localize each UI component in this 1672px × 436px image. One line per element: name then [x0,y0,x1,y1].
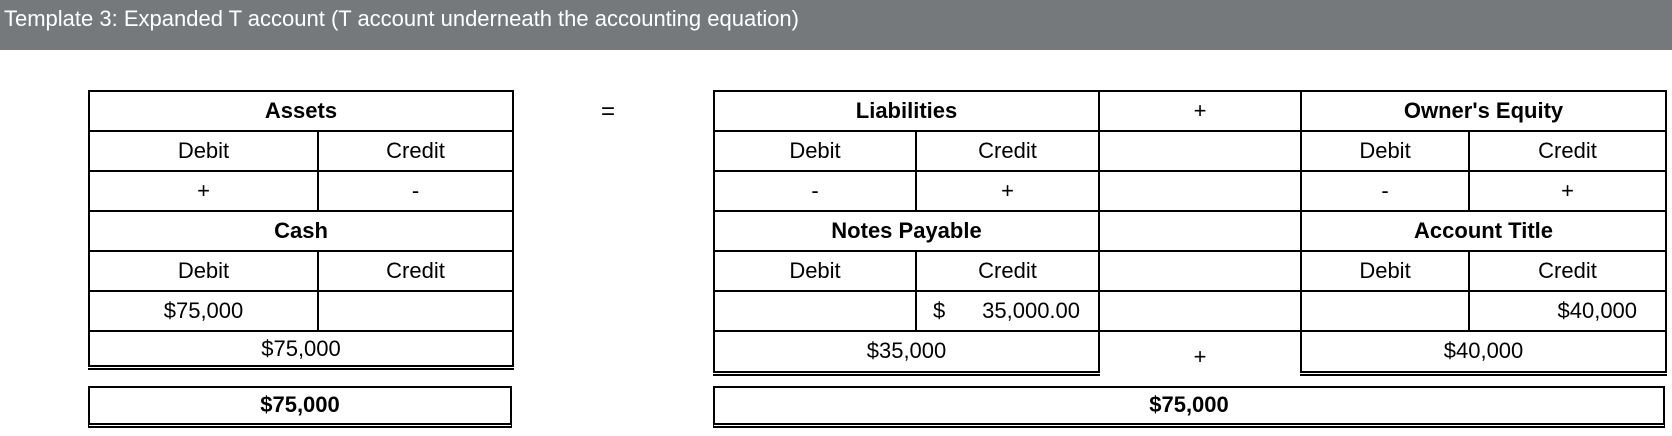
plus-sign-top: + [1098,90,1303,132]
assets-total: $75,000 [88,386,512,428]
equity-title: Owner's Equity [1300,90,1668,132]
notes-payable-balance: $35,000 [712,330,1101,376]
liabilities-credit-sign: + [914,170,1101,212]
equity-credit-sign: + [1468,170,1668,212]
equity-debit-label: Debit [1300,130,1471,172]
template-title: Template 3: Expanded T account (T accoun… [4,6,799,31]
cash-credit-label: Credit [317,250,514,292]
equals-sign: = [601,98,616,125]
cash-debit-label: Debit [88,250,319,292]
equity-acct-debit-label: Debit [1300,250,1471,292]
cash-debit-value: $75,000 [88,290,319,332]
assets-title: Assets [88,90,514,132]
equity-debit-value [1300,290,1471,332]
liabilities-credit-label: Credit [914,130,1101,172]
notes-payable-credit-cell: $ 35,000.00 [914,290,1101,332]
cash-credit-value [317,290,514,332]
assets-debit-label: Debit [88,130,319,172]
equity-credit-value: $40,000 [1468,290,1668,332]
notes-payable-debit-value [713,290,917,332]
equity-acct-credit-label: Credit [1468,250,1668,292]
notes-payable-credit-label: Credit [914,250,1101,292]
equity-credit-label: Credit [1468,130,1668,172]
assets-credit-label: Credit [317,130,514,172]
spacer-cell [1098,250,1303,292]
notes-payable-debit-label: Debit [713,250,917,292]
cash-account-title: Cash [88,210,514,252]
liabilities-equity-total: $75,000 [713,386,1665,428]
equity-debit-sign: - [1300,170,1471,212]
equity-balance: $40,000 [1300,330,1668,376]
spacer-cell [1098,290,1303,332]
spacer-cell [1098,170,1303,212]
equity-account-title: Account Title [1300,210,1668,252]
template-header: Template 3: Expanded T account (T accoun… [0,0,1672,50]
notes-payable-credit-value: 35,000.00 [982,298,1081,323]
plus-sign-bottom: + [1193,343,1207,369]
liabilities-debit-label: Debit [713,130,917,172]
currency-symbol: $ [933,298,946,323]
spacer-cell [1098,130,1303,172]
liabilities-equity-total-value: $75,000 [1149,392,1229,417]
assets-total-value: $75,000 [260,392,340,417]
assets-t-account: Assets Debit Credit + - Cash Debit Credi… [88,90,514,370]
spacer-cell [1098,210,1303,252]
liabilities-debit-sign: - [713,170,917,212]
liabilities-equity-t-accounts: Liabilities + Owner's Equity Debit Credi… [712,90,1668,376]
liabilities-title: Liabilities [712,90,1101,132]
assets-credit-sign: - [317,170,514,212]
notes-payable-title: Notes Payable [712,210,1101,252]
assets-debit-sign: + [88,170,319,212]
cash-balance: $75,000 [88,330,514,370]
